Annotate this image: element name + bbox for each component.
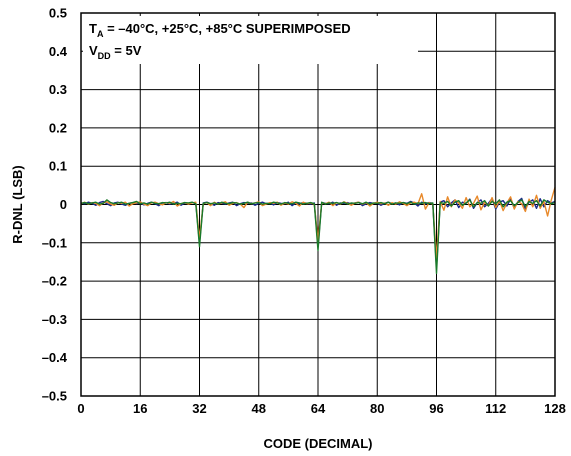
annotation-2-rest: = 5V — [111, 43, 142, 58]
y-tick-label: –0.4 — [42, 350, 68, 365]
plot-frame — [80, 12, 556, 397]
x-tick-label: 112 — [485, 401, 506, 416]
x-tick-labels: 0 16 32 48 64 80 96 112 128 — [77, 401, 565, 416]
series-line-3 — [80, 199, 556, 275]
x-tick-label: 32 — [192, 401, 206, 416]
x-tick-label: 96 — [429, 401, 443, 416]
x-tick-label: 16 — [133, 401, 147, 416]
x-tick-label: 128 — [544, 401, 566, 416]
series-layer — [80, 187, 556, 275]
x-tick-label: 64 — [311, 401, 326, 416]
annotation-2-prefix: V — [89, 43, 98, 58]
annotation-background — [83, 16, 418, 64]
annotation-line-1: TA = –40°C, +25°C, +85°C SUPERIMPOSED — [89, 21, 351, 39]
annotation-2-subscript: DD — [98, 51, 111, 61]
annotation-1-subscript: A — [97, 29, 104, 39]
y-axis-title: R-DNL (LSB) — [10, 165, 25, 243]
x-tick-label: 48 — [252, 401, 266, 416]
y-tick-label: –0.5 — [42, 389, 67, 404]
annotation-line-2: VDD = 5V — [89, 43, 142, 61]
y-tick-label: 0.2 — [49, 120, 67, 135]
annotation-1-rest: = –40°C, +25°C, +85°C SUPERIMPOSED — [103, 21, 350, 36]
y-tick-label: 0.3 — [49, 82, 67, 97]
x-axis-title: CODE (DECIMAL) — [263, 436, 372, 451]
annotation-1-prefix: T — [89, 21, 97, 36]
y-tick-label: –0.3 — [42, 312, 67, 327]
x-tick-label: 0 — [77, 401, 84, 416]
y-tick-label: –0.1 — [42, 235, 67, 250]
y-tick-label: 0 — [60, 197, 67, 212]
y-tick-label: 0.1 — [49, 159, 67, 174]
series-line-2 — [80, 187, 556, 259]
y-tick-label: 0.4 — [49, 44, 68, 59]
y-tick-labels: 0.5 0.4 0.3 0.2 0.1 0 –0.1 –0.2 –0.3 –0.4 –0.5 — [42, 6, 68, 404]
y-tick-label: –0.2 — [42, 274, 67, 289]
x-tick-label: 80 — [370, 401, 384, 416]
y-tick-label: 0.5 — [49, 6, 67, 21]
